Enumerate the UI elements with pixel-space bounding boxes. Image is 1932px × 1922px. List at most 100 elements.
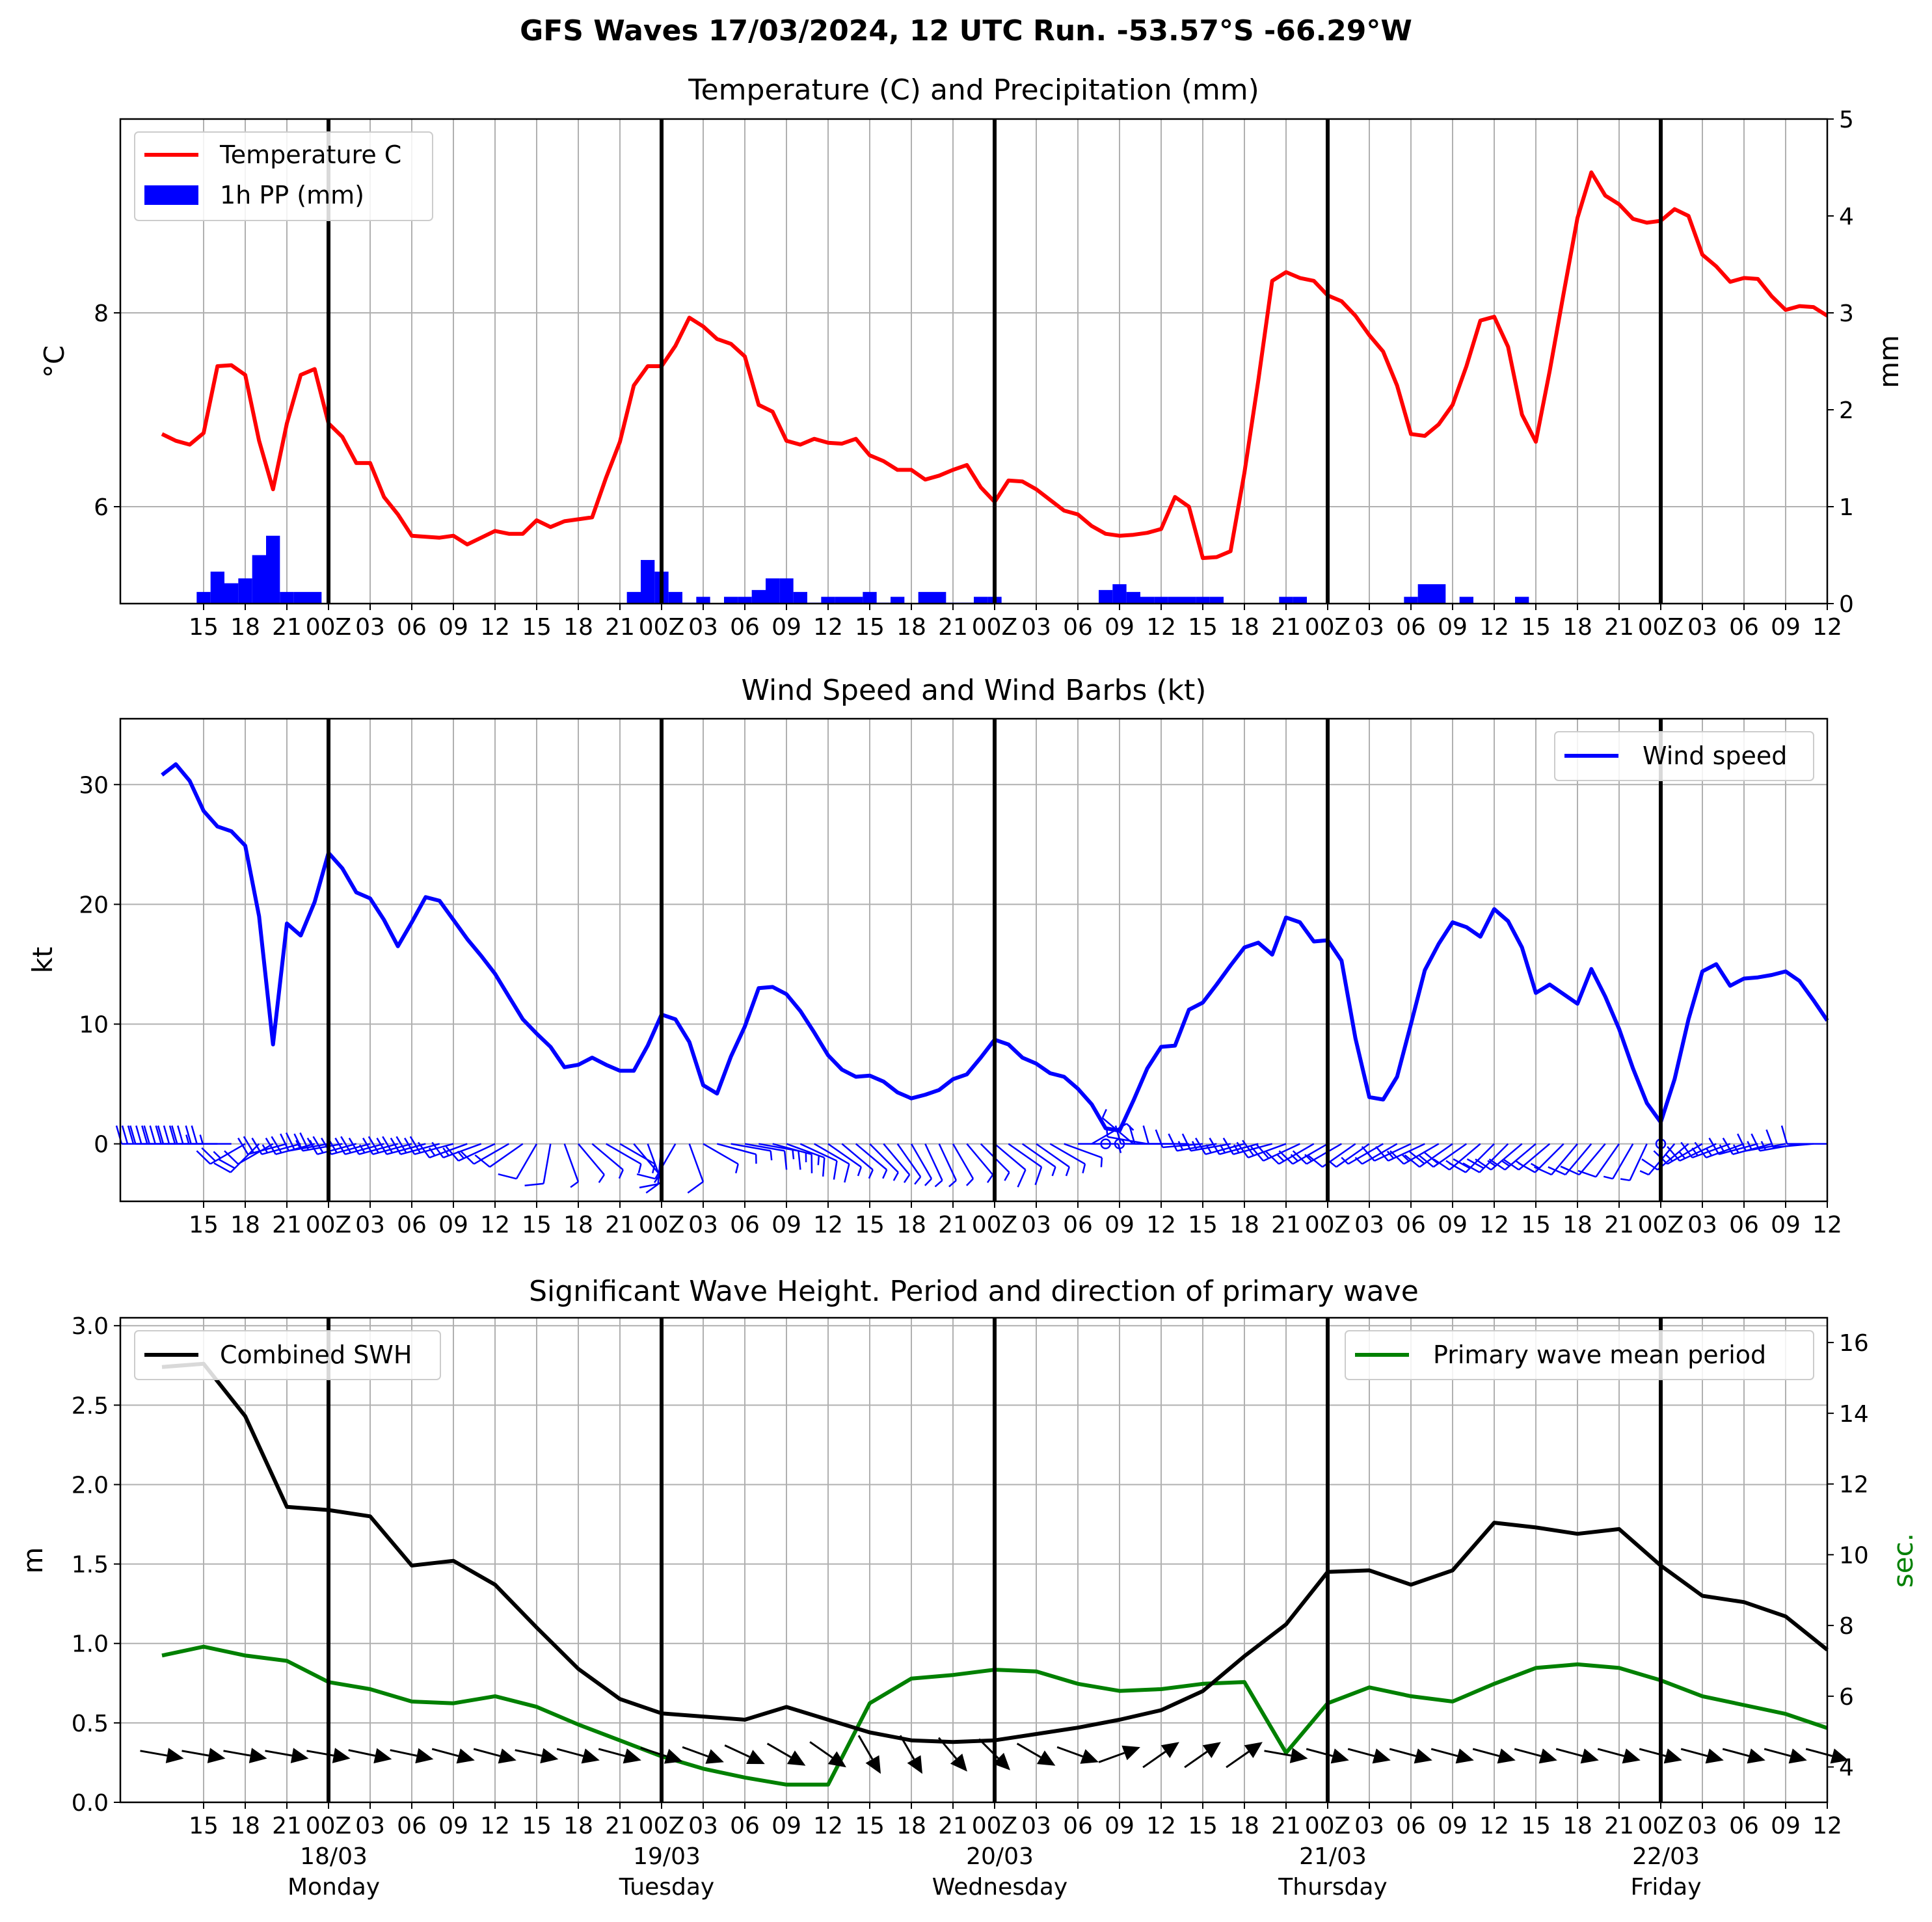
x-tick-label: 15 — [1188, 614, 1218, 641]
precip-bar — [293, 592, 308, 604]
wind-barb — [417, 1141, 468, 1158]
x-tick-label: 18 — [563, 1212, 593, 1238]
wave-direction-arrow-shaft — [1514, 1748, 1542, 1757]
x-tick-label: 00Z — [306, 1212, 351, 1238]
y2-tick-label: 4 — [1839, 204, 1854, 230]
y-tick-label: 1.5 — [72, 1552, 109, 1579]
wind-barb — [841, 1143, 874, 1179]
precip-bar — [308, 592, 322, 604]
x-tick-label: 15 — [522, 1212, 552, 1238]
y-tick-label: 1.0 — [72, 1631, 109, 1658]
wind-barb — [1375, 1143, 1425, 1162]
x-tick-label: 06 — [397, 614, 427, 641]
day-date-label: 21/03 — [1299, 1843, 1367, 1870]
precip-bar — [1279, 596, 1293, 604]
wind-barb — [896, 1143, 922, 1185]
precip-bar — [1112, 584, 1127, 604]
y-tick-label: 30 — [79, 772, 109, 799]
wave-direction-arrow-shaft — [181, 1750, 209, 1757]
wind-barb — [431, 1141, 482, 1158]
x-tick-label: 00Z — [972, 1813, 1017, 1839]
wave-direction-arrow-head — [827, 1751, 846, 1768]
precip-bar — [196, 592, 211, 604]
x-tick-label: 06 — [1396, 1212, 1426, 1238]
wind-barb — [1155, 1129, 1203, 1149]
wind-barb — [1209, 1138, 1259, 1155]
x-tick-label: 06 — [730, 1212, 760, 1238]
x-tick-label: 15 — [189, 614, 219, 641]
wind-barb — [1100, 1138, 1111, 1149]
x-tick-label: 09 — [1771, 614, 1801, 641]
precip-bar — [918, 592, 932, 604]
x-tick-label: 06 — [397, 1212, 427, 1238]
x-tick-label: 15 — [855, 614, 885, 641]
precip-bar — [696, 596, 710, 604]
x-tick-label: 18 — [896, 1813, 926, 1839]
x-tick-label: 09 — [1105, 1212, 1134, 1238]
x-tick-label: 15 — [1188, 1212, 1218, 1238]
wave-direction-arrow-shaft — [431, 1748, 459, 1757]
x-tick-label: 00Z — [639, 1212, 684, 1238]
x-tick-label: 21 — [272, 1212, 302, 1238]
precip-bar — [974, 596, 988, 604]
precip-bar — [626, 592, 641, 604]
x-tick-label: 06 — [1729, 614, 1759, 641]
day-date-label: 20/03 — [966, 1843, 1034, 1870]
legend-temperature-label: Temperature C — [219, 140, 401, 169]
wind-barb — [1036, 1143, 1070, 1177]
precip-bar — [1099, 590, 1113, 604]
legend-precip-label: 1h PP (mm) — [220, 181, 364, 209]
x-tick-label: 18 — [563, 1813, 593, 1839]
wave-direction-arrow-head — [1244, 1742, 1263, 1758]
wave-direction-arrow-head — [786, 1750, 806, 1766]
wind-barb — [362, 1136, 412, 1155]
x-tick-label: 03 — [355, 1813, 385, 1839]
precip-bar — [252, 555, 266, 604]
x-tick-label: 12 — [1812, 1212, 1842, 1238]
temperature-precip-panel: Temperature (C) and Precipitation (mm) 6… — [38, 73, 1905, 641]
wind-barb — [731, 1143, 773, 1161]
wave-direction-arrow-shaft — [1142, 1750, 1166, 1769]
wave-direction-arrow-shaft — [1347, 1748, 1375, 1757]
wave-direction-arrow-head — [415, 1748, 434, 1764]
precip-bar — [1404, 596, 1418, 604]
precip-bar — [1140, 596, 1155, 604]
x-tick-label: 09 — [1438, 1212, 1468, 1238]
x-tick-label: 15 — [189, 1212, 219, 1238]
wave-direction-arrow-head — [950, 1754, 967, 1772]
wave-direction-arrow-head — [865, 1755, 881, 1774]
wind-barb — [1292, 1143, 1342, 1165]
wind-barb — [636, 1143, 677, 1180]
legend-period-label: Primary wave mean period — [1433, 1341, 1766, 1369]
wind-barb — [578, 1143, 605, 1183]
wave-direction-arrow-head — [1080, 1749, 1099, 1764]
wind-barb — [293, 1132, 343, 1152]
y2-tick-label: 14 — [1839, 1401, 1869, 1428]
y-tick-label: 6 — [94, 494, 109, 521]
precip-bar — [1196, 596, 1210, 604]
precip-bar — [641, 559, 655, 604]
wind-barb — [786, 1143, 825, 1177]
wind-barb — [687, 1143, 704, 1194]
day-weekday-label: Thursday — [1278, 1874, 1387, 1901]
x-tick-label: 15 — [1521, 1212, 1551, 1238]
x-tick-label: 21 — [938, 614, 968, 641]
legend-precip-swatch — [144, 185, 198, 205]
x-tick-label: 12 — [813, 614, 843, 641]
precip-bar — [1126, 592, 1140, 604]
wave-direction-arrow-shaft — [556, 1748, 584, 1757]
wave-direction-arrow-shaft — [1226, 1750, 1250, 1769]
x-tick-label: 15 — [522, 614, 552, 641]
x-tick-label: 21 — [1604, 1813, 1634, 1839]
wind-barb — [185, 1125, 232, 1145]
legend-swh-label: Combined SWH — [220, 1341, 412, 1369]
x-tick-label: 18 — [230, 1212, 260, 1238]
precip-bar — [210, 571, 224, 604]
wind-barb — [1603, 1143, 1634, 1180]
x-tick-label: 00Z — [1305, 1813, 1350, 1839]
wave-y-axis-label: m — [17, 1547, 49, 1574]
precip-bar — [779, 578, 794, 604]
x-tick-label: 09 — [771, 1813, 801, 1839]
wind-barb — [224, 1143, 274, 1165]
